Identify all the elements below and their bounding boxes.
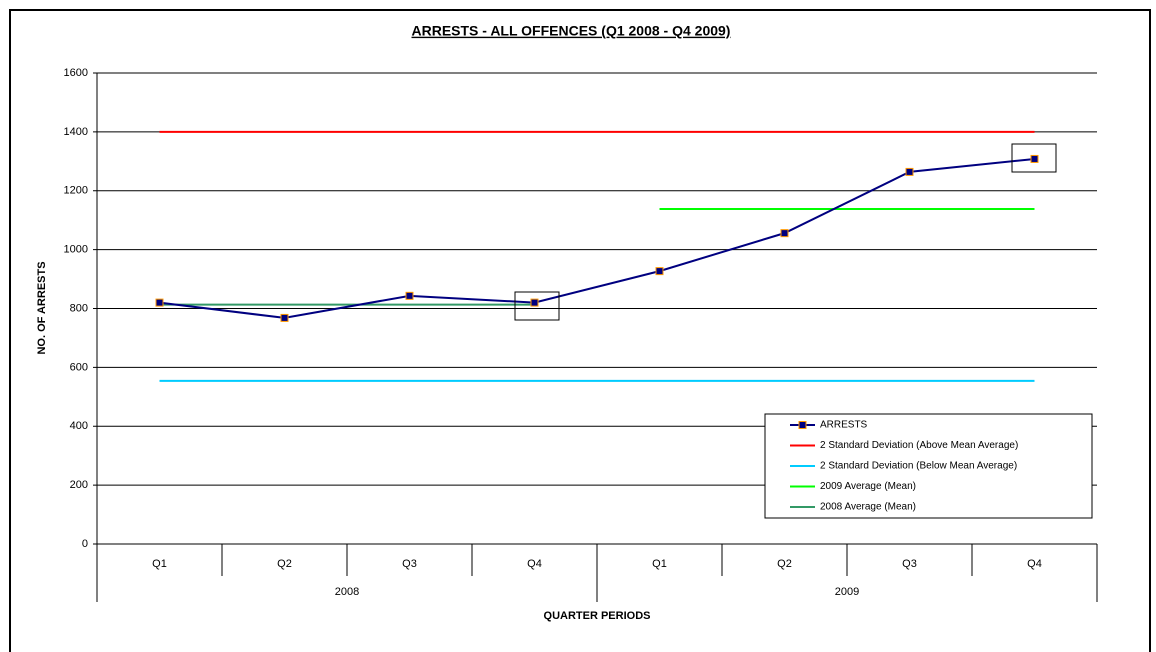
y-tick-label: 1400 (64, 126, 88, 138)
y-tick-label: 1600 (64, 67, 88, 79)
data-point (280, 313, 289, 322)
y-tick-label: 1200 (64, 185, 88, 197)
legend-box (764, 413, 1093, 519)
x-tick-label: Q4 (527, 558, 542, 570)
data-point (155, 298, 164, 307)
x-tick-label: Q4 (1027, 558, 1042, 570)
legend-label: 2008 Average (Mean) (820, 502, 916, 513)
y-tick-label: 400 (70, 420, 88, 432)
y-axis-title: NO. OF ARRESTS (36, 261, 48, 354)
group-label: 2008 (335, 586, 359, 598)
legend-label: 2 Standard Deviation (Below Mean Average… (820, 461, 1017, 472)
x-tick-label: Q3 (402, 558, 417, 570)
legend-label: 2 Standard Deviation (Above Mean Average… (820, 440, 1018, 451)
x-tick-label: Q1 (652, 558, 667, 570)
x-tick-label: Q2 (277, 558, 292, 570)
y-tick-label: 1000 (64, 244, 88, 256)
y-tick-label: 0 (82, 538, 88, 550)
data-point (655, 267, 664, 276)
highlight-box (1011, 143, 1057, 173)
data-point (905, 167, 914, 176)
y-tick-label: 800 (70, 302, 88, 314)
data-point (780, 229, 789, 238)
x-tick-label: Q3 (902, 558, 917, 570)
x-tick-label: Q1 (152, 558, 167, 570)
series-line (159, 157, 1035, 319)
legend-label: ARRESTS (820, 420, 868, 431)
x-axis-title: QUARTER PERIODS (544, 610, 651, 622)
y-tick-label: 200 (70, 479, 88, 491)
legend-label: 2009 Average (Mean) (820, 481, 916, 492)
y-tick-label: 600 (70, 361, 88, 373)
legend-marker (798, 421, 807, 429)
highlight-box (514, 291, 560, 321)
data-point (1030, 154, 1039, 163)
chart-title: ARRESTS - ALL OFFENCES (Q1 2008 - Q4 200… (412, 23, 731, 39)
data-point (530, 298, 539, 307)
chart-frame (9, 9, 1151, 652)
group-label: 2009 (835, 586, 859, 598)
data-point (405, 291, 414, 300)
x-tick-label: Q2 (777, 558, 792, 570)
